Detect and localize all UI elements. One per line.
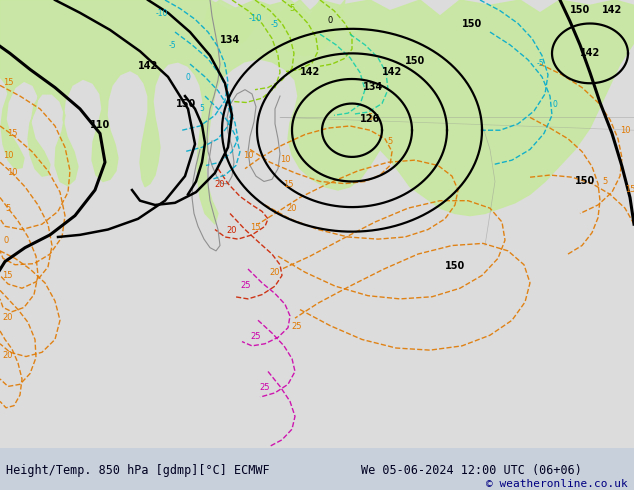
Text: 25: 25 [260,383,270,392]
Text: -10: -10 [249,14,262,24]
Text: 5: 5 [200,104,204,113]
Text: 15: 15 [250,222,260,231]
Text: 5: 5 [602,176,607,186]
Text: 150: 150 [462,19,482,29]
Text: 25: 25 [251,332,261,342]
Text: 20: 20 [227,226,237,235]
Text: 15: 15 [2,270,13,280]
Text: 5: 5 [289,4,295,13]
Text: 10: 10 [620,126,630,135]
Text: 20: 20 [2,351,13,360]
Text: 20: 20 [2,313,13,322]
Polygon shape [0,0,634,224]
Text: 142: 142 [300,67,320,77]
Text: 150: 150 [570,5,590,15]
Text: 15: 15 [7,129,18,138]
Text: 150: 150 [445,261,465,271]
Text: 0: 0 [4,236,10,245]
Text: 20: 20 [287,204,297,213]
Text: 5: 5 [387,137,392,146]
Text: 10: 10 [3,151,13,160]
Text: 5: 5 [5,204,10,213]
Text: 20: 20 [269,269,280,277]
Text: 25: 25 [292,322,302,331]
Text: -10: -10 [156,9,168,18]
Text: We 05-06-2024 12:00 UTC (06+06): We 05-06-2024 12:00 UTC (06+06) [361,464,582,477]
Text: 150: 150 [575,175,595,186]
Text: 134: 134 [363,82,384,92]
Text: 0: 0 [186,73,190,82]
Text: 142: 142 [382,67,403,76]
Text: 20: 20 [215,180,225,189]
Text: 25: 25 [241,281,251,290]
Text: 15: 15 [3,78,13,87]
Text: 10: 10 [7,169,18,177]
Text: 150: 150 [405,56,425,66]
Text: 10: 10 [280,155,290,164]
Text: 134: 134 [220,35,240,45]
Text: 5: 5 [367,113,373,122]
Text: 15: 15 [283,180,294,189]
Text: 142: 142 [580,48,600,57]
Text: 142: 142 [602,5,622,15]
Text: 10: 10 [243,151,253,160]
Polygon shape [205,0,345,55]
Text: Height/Temp. 850 hPa [gdmp][°C] ECMWF: Height/Temp. 850 hPa [gdmp][°C] ECMWF [6,464,270,477]
Text: 126: 126 [360,114,380,124]
Text: 142: 142 [138,61,158,72]
Text: -5: -5 [536,59,544,68]
Text: 150: 150 [176,99,196,109]
Text: 15: 15 [624,185,634,194]
Text: 0: 0 [327,17,333,25]
Text: 0: 0 [553,100,557,109]
Text: -5: -5 [168,41,176,50]
Text: 110: 110 [90,120,110,130]
Text: -5: -5 [271,20,279,29]
Text: © weatheronline.co.uk: © weatheronline.co.uk [486,479,628,489]
